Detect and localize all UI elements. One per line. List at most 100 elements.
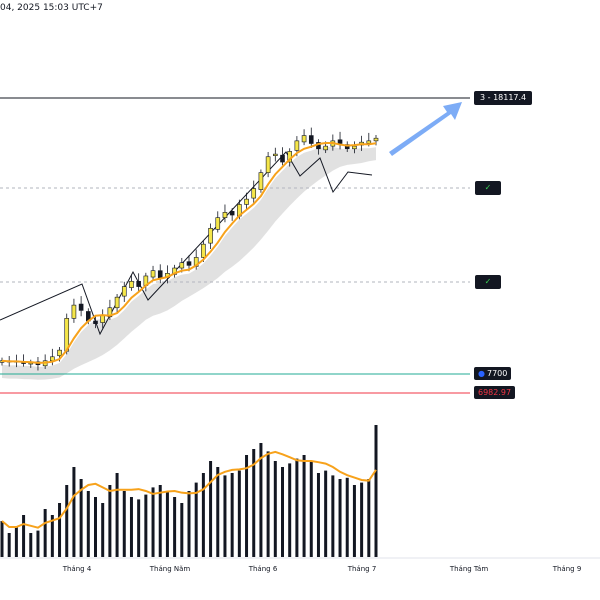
volume-bar bbox=[281, 467, 284, 557]
volume-bar bbox=[230, 473, 234, 557]
volume-bar bbox=[302, 455, 306, 557]
x-label-thang-7: Tháng 7 bbox=[347, 565, 377, 573]
candle-body bbox=[179, 262, 185, 269]
candle-body bbox=[114, 296, 120, 309]
projection-arrow-icon bbox=[389, 102, 462, 156]
candle-body bbox=[186, 261, 192, 266]
candle-body bbox=[265, 156, 271, 173]
volume-bar bbox=[115, 473, 119, 557]
volume-bar bbox=[266, 451, 270, 557]
candle-body bbox=[150, 270, 156, 278]
candle-body bbox=[301, 135, 307, 143]
candle-body bbox=[93, 320, 98, 324]
candle-body bbox=[373, 137, 379, 142]
candle-body bbox=[308, 135, 314, 144]
volume-bar bbox=[79, 479, 83, 557]
volume-bar bbox=[345, 477, 349, 557]
support-red-tag[interactable]: 6982.97 bbox=[474, 386, 516, 399]
volume-bar bbox=[144, 494, 148, 557]
volume-bar bbox=[65, 485, 69, 557]
candle-body bbox=[215, 217, 221, 230]
candle-body bbox=[121, 286, 127, 297]
chart-datetime: 04, 2025 15:03 UTC+7 bbox=[0, 3, 103, 13]
x-label-thang-tam: Tháng Tám bbox=[449, 565, 489, 573]
check-lower-icon[interactable]: ✓ bbox=[475, 275, 501, 289]
volume-bar bbox=[129, 497, 133, 557]
volume-bar bbox=[324, 470, 328, 557]
volume-bar bbox=[36, 530, 40, 557]
volume-bar bbox=[43, 509, 47, 557]
volume-moving-average bbox=[1, 450, 377, 529]
candle-body bbox=[366, 140, 372, 144]
candle-body bbox=[136, 280, 141, 287]
candle-body bbox=[337, 139, 343, 144]
volume-bar bbox=[14, 527, 18, 557]
volume-bar bbox=[22, 515, 26, 557]
volume-bar bbox=[316, 473, 320, 557]
volume-bar bbox=[0, 521, 4, 557]
candle-body bbox=[244, 198, 249, 205]
candle-body bbox=[352, 145, 357, 150]
volume-bars bbox=[0, 425, 378, 557]
check-upper-icon[interactable]: ✓ bbox=[475, 181, 501, 195]
volume-bar bbox=[29, 533, 33, 557]
candle-body bbox=[273, 153, 278, 156]
volume-bar bbox=[173, 497, 177, 557]
moving-average-line bbox=[1, 141, 377, 364]
support-blue-tag[interactable]: ● 7700 bbox=[474, 367, 512, 380]
candle-body bbox=[71, 304, 77, 319]
volume-bar bbox=[72, 467, 76, 557]
volume-bar bbox=[360, 482, 364, 557]
volume-bar bbox=[331, 475, 335, 557]
volume-bar bbox=[367, 479, 371, 557]
candle-body bbox=[129, 280, 134, 288]
volume-bar bbox=[50, 515, 54, 557]
target-price-tag[interactable]: 3 - 18117.4 bbox=[474, 91, 533, 105]
volume-bar bbox=[201, 473, 205, 557]
volume-bar bbox=[374, 425, 378, 557]
candle-body bbox=[229, 211, 235, 216]
volume-ma-line bbox=[1, 450, 377, 529]
volume-bar bbox=[216, 467, 220, 557]
projection-arrow[interactable] bbox=[389, 102, 462, 156]
candle-body bbox=[100, 315, 105, 323]
candle-body bbox=[78, 303, 84, 311]
volume-bar bbox=[209, 461, 213, 557]
candle-body bbox=[294, 140, 300, 151]
volume-bar bbox=[245, 455, 249, 557]
price-levels bbox=[0, 97, 470, 394]
candle-body bbox=[280, 154, 285, 163]
candle-body bbox=[201, 243, 206, 258]
candle-body bbox=[107, 307, 113, 318]
volume-bar bbox=[151, 487, 155, 557]
volume-bar bbox=[158, 485, 162, 557]
volume-bar bbox=[338, 479, 342, 557]
volume-bar bbox=[137, 499, 141, 557]
volume-bar bbox=[252, 449, 256, 557]
volume-bar bbox=[101, 503, 105, 557]
volume-bar bbox=[352, 485, 356, 557]
volume-bar bbox=[108, 485, 112, 557]
volume-bar bbox=[187, 491, 191, 557]
candle-body bbox=[323, 145, 328, 151]
support-blue-value: 7700 bbox=[486, 369, 508, 378]
ma-orange-line bbox=[1, 141, 377, 364]
candle-body bbox=[222, 212, 228, 218]
volume-bar bbox=[237, 470, 241, 557]
candle-body bbox=[258, 172, 264, 190]
volume-bar bbox=[7, 533, 11, 557]
volume-bar bbox=[288, 463, 292, 557]
volume-bar bbox=[295, 458, 299, 557]
candle-body bbox=[344, 144, 350, 150]
volume-bar bbox=[180, 503, 184, 557]
x-label-thang-9: Tháng 9 bbox=[552, 565, 582, 573]
volume-bar bbox=[58, 503, 62, 557]
x-label-thang-6: Tháng 6 bbox=[248, 565, 278, 573]
volume-bar bbox=[273, 461, 277, 557]
x-label-thang-nam: Tháng Năm bbox=[149, 565, 191, 573]
volume-bar bbox=[309, 461, 313, 557]
alert-dot-icon: ● bbox=[478, 369, 485, 378]
volume-bar bbox=[94, 497, 97, 557]
candle-body bbox=[251, 188, 257, 199]
